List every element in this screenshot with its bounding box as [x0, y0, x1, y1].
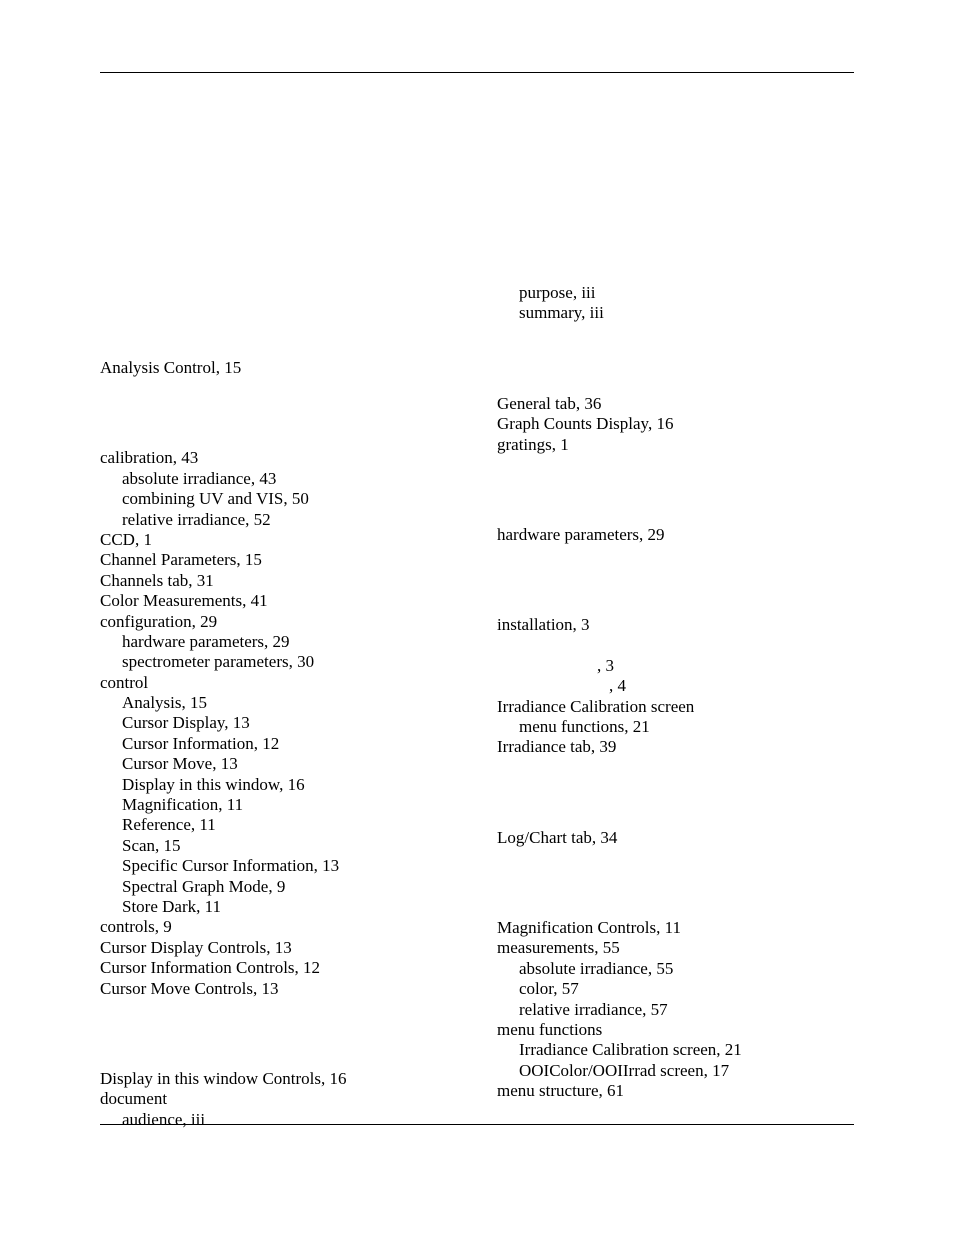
index-entry: General tab, 36 [497, 394, 854, 414]
index-entry: Display in this window Controls, 16 [100, 1069, 457, 1089]
index-block-d: Display in this window Controls, 16docum… [100, 1069, 457, 1130]
index-entry: Cursor Display, 13 [100, 713, 457, 733]
index-entry: summary, iii [497, 303, 854, 323]
index-columns: Analysis Control, 15 calibration, 43abso… [100, 283, 854, 1130]
index-entry: CCD, 1 [100, 530, 457, 550]
index-entry: color, 57 [497, 979, 854, 999]
index-entry: Scan, 15 [100, 836, 457, 856]
index-block-g: General tab, 36Graph Counts Display, 16g… [497, 394, 854, 455]
index-entry: absolute irradiance, 55 [497, 959, 854, 979]
index-block-m: Magnification Controls, 11measurements, … [497, 918, 854, 1102]
index-entry: menu structure, 61 [497, 1081, 854, 1101]
index-entry: Cursor Display Controls, 13 [100, 938, 457, 958]
index-block-l: Log/Chart tab, 34 [497, 828, 854, 848]
index-entry: measurements, 55 [497, 938, 854, 958]
index-entry: Analysis, 15 [100, 693, 457, 713]
index-entry: controls, 9 [100, 917, 457, 937]
index-entry: hardware parameters, 29 [100, 632, 457, 652]
index-entry: audience, iii [100, 1110, 457, 1130]
index-entry: Magnification Controls, 11 [497, 918, 854, 938]
index-entry: relative irradiance, 57 [497, 1000, 854, 1020]
index-entry: Specific Cursor Information, 13 [100, 856, 457, 876]
index-entry: menu functions [497, 1020, 854, 1040]
index-entry: calibration, 43 [100, 448, 457, 468]
index-entry: control [100, 673, 457, 693]
index-entry: Irradiance tab, 39 [497, 737, 854, 757]
index-page: Analysis Control, 15 calibration, 43abso… [0, 0, 954, 1235]
index-entry: , 4 [497, 676, 854, 696]
index-entry: Log/Chart tab, 34 [497, 828, 854, 848]
index-entry: relative irradiance, 52 [100, 510, 457, 530]
footer-rule [100, 1124, 854, 1125]
index-entry: document [100, 1089, 457, 1109]
index-entry: Cursor Information, 12 [100, 734, 457, 754]
index-entry: Color Measurements, 41 [100, 591, 457, 611]
index-entry: gratings, 1 [497, 435, 854, 455]
index-entry: OOIColor/OOIIrrad screen, 17 [497, 1061, 854, 1081]
index-entry [497, 636, 854, 656]
index-entry: Irradiance Calibration screen [497, 697, 854, 717]
index-entry: Reference, 11 [100, 815, 457, 835]
index-entry: Channel Parameters, 15 [100, 550, 457, 570]
index-entry: installation, 3 [497, 615, 854, 635]
index-entry: Channels tab, 31 [100, 571, 457, 591]
index-entry: absolute irradiance, 43 [100, 469, 457, 489]
left-column: Analysis Control, 15 calibration, 43abso… [100, 283, 457, 1130]
index-block-c: calibration, 43absolute irradiance, 43co… [100, 448, 457, 999]
index-entry: combining UV and VIS, 50 [100, 489, 457, 509]
index-entry: Store Dark, 11 [100, 897, 457, 917]
header-rule [100, 72, 854, 73]
index-entry: Analysis Control, 15 [100, 358, 457, 378]
index-block-doc-cont: purpose, iiisummary, iii [497, 283, 854, 324]
index-entry: Spectral Graph Mode, 9 [100, 877, 457, 897]
index-entry: Magnification, 11 [100, 795, 457, 815]
index-entry: Cursor Move Controls, 13 [100, 979, 457, 999]
index-entry: Graph Counts Display, 16 [497, 414, 854, 434]
index-block-i: installation, 3 , 3, 4Irradiance Calibrat… [497, 615, 854, 757]
index-entry: spectrometer parameters, 30 [100, 652, 457, 672]
index-entry: purpose, iii [497, 283, 854, 303]
index-entry: configuration, 29 [100, 612, 457, 632]
index-entry: Cursor Move, 13 [100, 754, 457, 774]
index-entry: Cursor Information Controls, 12 [100, 958, 457, 978]
index-entry: Irradiance Calibration screen, 21 [497, 1040, 854, 1060]
index-block-a: Analysis Control, 15 [100, 358, 457, 378]
index-entry: , 3 [497, 656, 854, 676]
index-entry: menu functions, 21 [497, 717, 854, 737]
right-column: purpose, iiisummary, iii General tab, 36… [497, 283, 854, 1130]
index-block-h: hardware parameters, 29 [497, 525, 854, 545]
index-entry: hardware parameters, 29 [497, 525, 854, 545]
index-entry: Display in this window, 16 [100, 775, 457, 795]
